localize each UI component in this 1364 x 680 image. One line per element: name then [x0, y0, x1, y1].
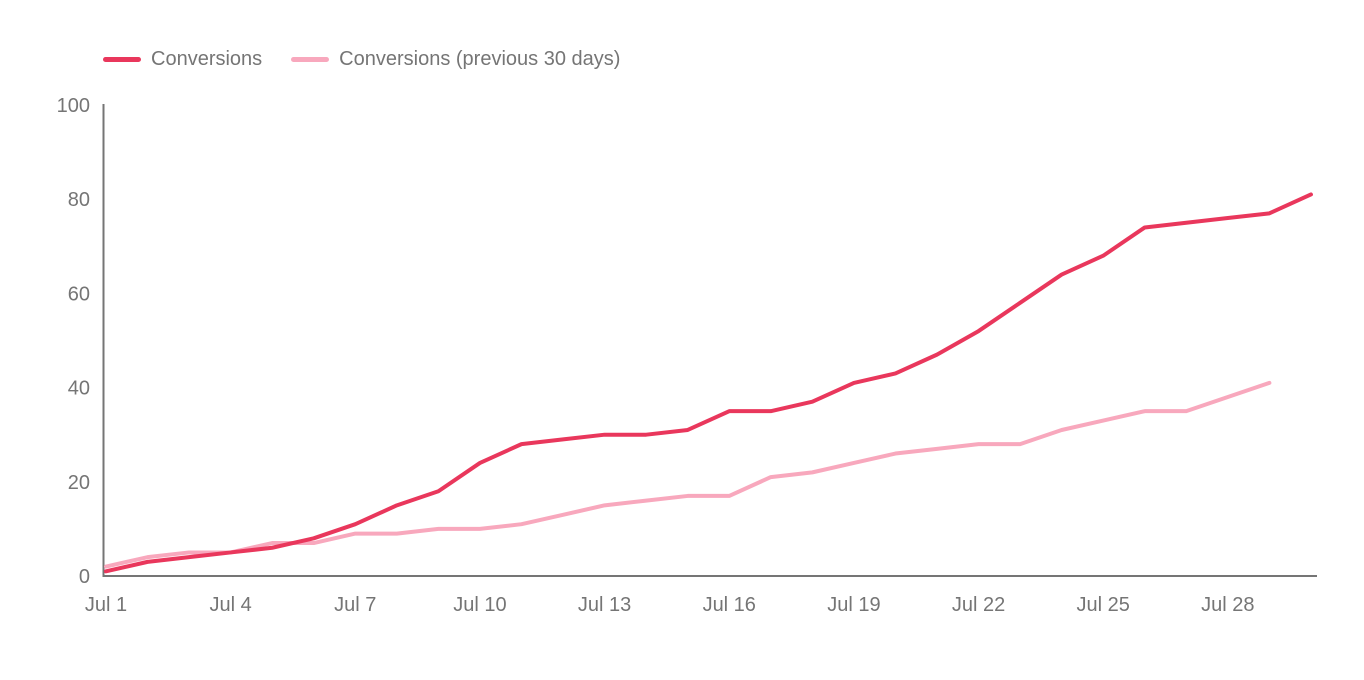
legend-label-conversions-previous: Conversions (previous 30 days) — [339, 48, 621, 70]
x-tick-label: Jul 28 — [1201, 594, 1254, 616]
legend-item-conversions-previous[interactable]: Conversions (previous 30 days) — [291, 46, 620, 72]
chart-legend: Conversions Conversions (previous 30 day… — [103, 46, 620, 72]
x-tick-label: Jul 25 — [1077, 594, 1130, 616]
series-line-conversions — [104, 192, 1313, 574]
x-tick-label: Jul 7 — [334, 594, 376, 616]
x-tick-label: Jul 13 — [578, 594, 631, 616]
y-tick-label: 80 — [68, 189, 90, 211]
y-tick-label: 0 — [79, 566, 90, 588]
x-tick-label: Jul 4 — [210, 594, 252, 616]
x-tick-label: Jul 22 — [952, 594, 1005, 616]
x-tick-label: Jul 16 — [703, 594, 756, 616]
series-line-conversions-previous — [104, 380, 1272, 569]
legend-swatch-conversions-previous-icon — [291, 56, 330, 62]
x-tick-label: Jul 1 — [85, 594, 127, 616]
legend-item-conversions[interactable]: Conversions — [103, 46, 262, 72]
y-tick-label: 20 — [68, 472, 90, 494]
x-tick-label: Jul 19 — [827, 594, 880, 616]
legend-swatch-conversions-icon — [103, 56, 141, 62]
y-tick-label: 100 — [57, 95, 90, 117]
x-tick-label: Jul 10 — [453, 594, 506, 616]
y-tick-label: 60 — [68, 283, 90, 305]
y-tick-label: 40 — [68, 378, 90, 400]
legend-label-conversions: Conversions — [151, 48, 263, 70]
